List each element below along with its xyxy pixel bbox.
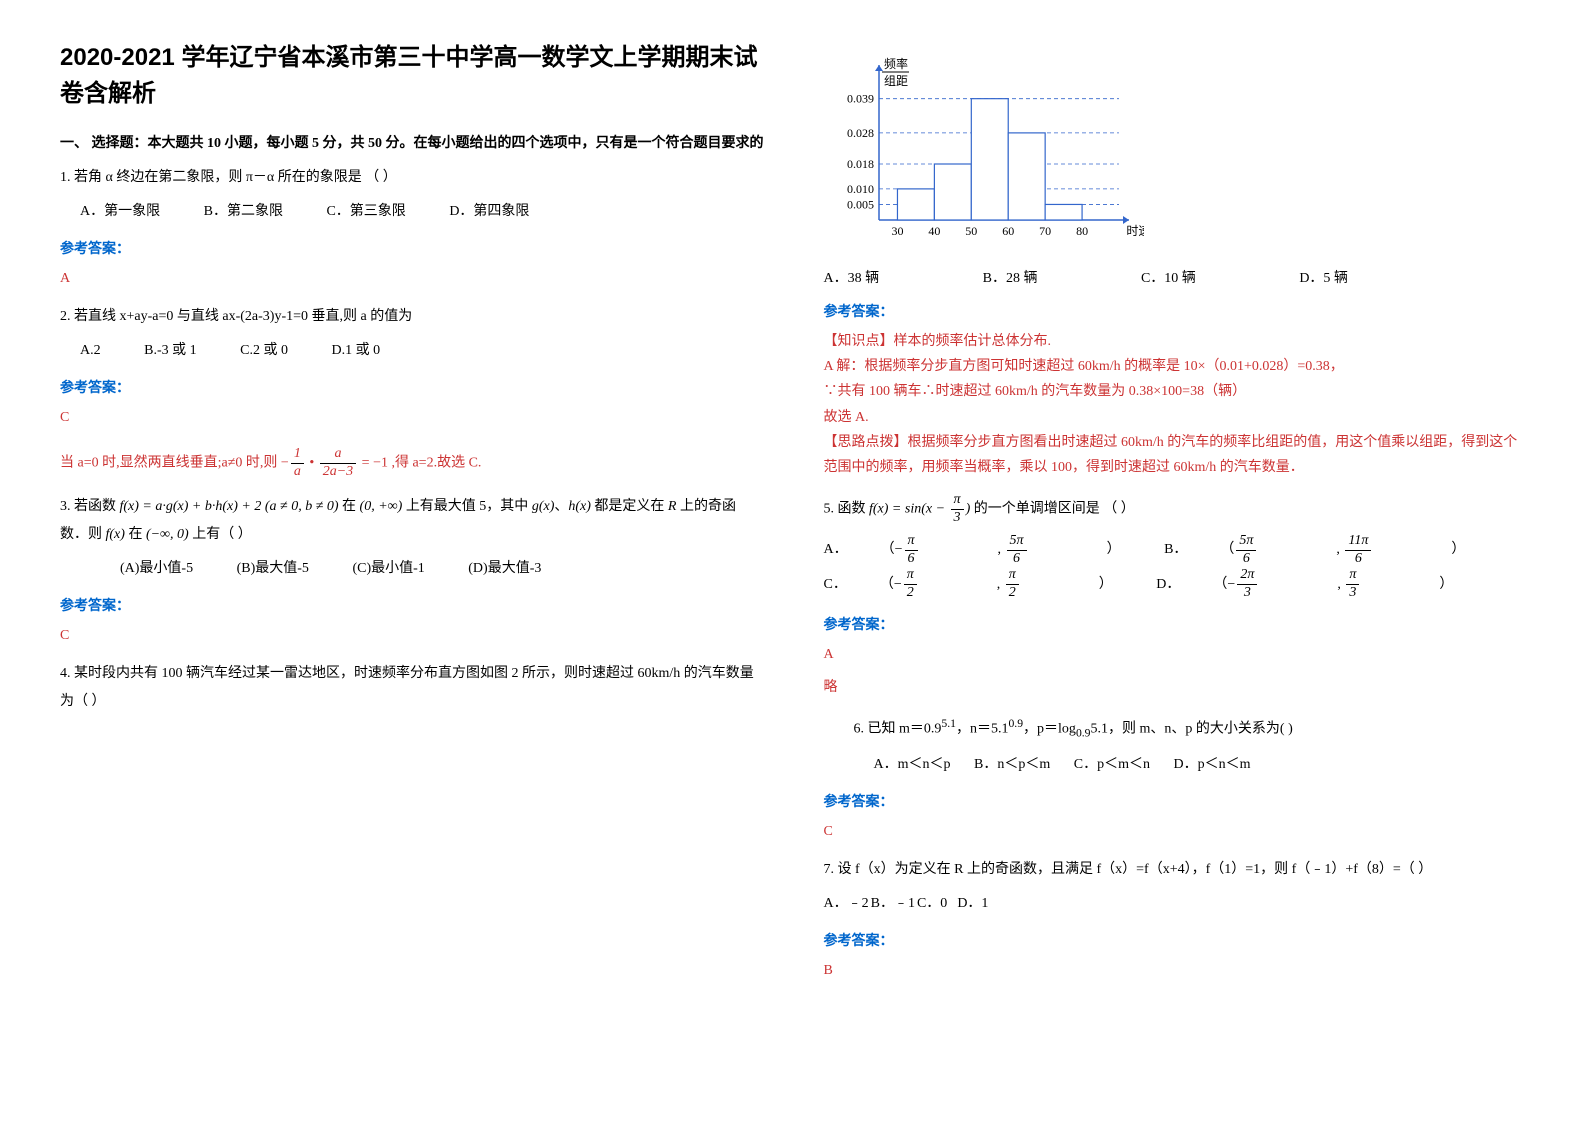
q3-options: (A)最小值-5 (B)最大值-5 (C)最小值-1 (D)最大值-3 [120,555,764,583]
q3-opt-c: (C)最小值-1 [352,561,424,576]
q4-chart: 频率组距 0.0050.010 0.018 0.028 0.039 30 40 50 60 70 8… [824,50,1528,255]
svg-text:0.005: 0.005 [847,197,874,211]
answer-label-7: 参考答案： [824,930,1528,950]
q6-options: A．m＜n＜p B．n＜p＜m C．p＜m＜n D．p＜n＜m [874,751,1528,779]
q2-options: A.2 B.-3 或 1 C.2 或 0 D.1 或 0 [80,337,764,365]
answer-label-3: 参考答案： [60,595,764,615]
ans4-thinking: 【思路点拨】根据频率分步直方图看出时速超过 60km/h 的汽车的频率比组距的值… [824,430,1528,480]
q5-opt-b: B．（5π6, 11π6） [1164,542,1465,557]
answer-5-letter: A [824,642,1528,667]
ans2-letter: C [60,405,764,430]
left-column: 2020-2021 学年辽宁省本溪市第三十中学高一数学文上学期期末试卷含解析 一… [60,40,764,991]
histogram-svg: 频率组距 0.0050.010 0.018 0.028 0.039 30 40 50 60 70 8… [824,50,1144,250]
q1-opt-c: C．第三象限 [326,204,405,219]
ans4-knowledge: 【知识点】样本的频率估计总体分布. [824,329,1528,354]
answer-1: A [60,266,764,291]
ans4-solution-3: 故选 A. [824,405,1528,430]
ans4-solution-1: A 解：根据频率分步直方图可知时速超过 60km/h 的概率是 10×（0.01… [824,354,1528,379]
q1-opt-a: A．第一象限 [80,204,160,219]
question-4: 4. 某时段内共有 100 辆汽车经过某一雷达地区，时速频率分布直方图如图 2 … [60,660,764,716]
q7-opt-a: A．﹣2 [824,896,869,911]
q7-opt-c: C．0 [917,896,947,911]
svg-text:0.028: 0.028 [847,126,874,140]
q5-stem: 5. 函数 f(x) = sin(x − π3) 的一个单调增区间是 （ ） [824,492,1528,527]
svg-text:50: 50 [965,224,977,238]
answer-label-5: 参考答案： [824,614,1528,634]
answer-2: C 当 a=0 时,显然两直线垂直;a≠0 时,则 −1a • a2a−3 = … [60,405,764,481]
question-2: 2. 若直线 x+ay-a=0 与直线 ax-(2a-3)y-1=0 垂直,则 … [60,303,764,365]
q2-opt-b: B.-3 或 1 [144,343,197,358]
svg-text:40: 40 [928,224,940,238]
svg-text:0.039: 0.039 [847,92,874,106]
q4-opt-d: D．5 辆 [1299,271,1348,286]
q6-stem: 6. 已知 m＝0.95.1，n＝5.10.9，p＝log0.95.1，则 m、… [854,712,1528,745]
q4-opt-a: A．38 辆 [824,271,880,286]
answer-label-2: 参考答案： [60,377,764,397]
q2-opt-a: A.2 [80,343,101,358]
svg-text:0.018: 0.018 [847,157,874,171]
q4-opt-c: C．10 辆 [1141,271,1196,286]
q3-opt-b: (B)最大值-5 [237,561,309,576]
q6-opt-b: B．n＜p＜m [974,757,1050,772]
q3-opt-a: (A)最小值-5 [120,561,193,576]
question-3: 3. 若函数 f(x) = a·g(x) + b·h(x) + 2 (a ≠ 0… [60,493,764,583]
answer-label-4: 参考答案： [824,301,1528,321]
svg-text:时速: 时速 [1126,224,1144,238]
q3-opt-d: (D)最大值-3 [468,561,541,576]
q6-opt-d: D．p＜n＜m [1173,757,1250,772]
answer-4: 【知识点】样本的频率估计总体分布. A 解：根据频率分步直方图可知时速超过 60… [824,329,1528,480]
q7-options: A．﹣2B．﹣1C．0 D．1 [824,890,1528,918]
svg-text:频率: 频率 [884,56,908,71]
q5-opt-c: C．（−π2, π2） [824,577,1113,592]
svg-text:0.010: 0.010 [847,182,874,196]
answer-6: C [824,819,1528,844]
q3-stem: 3. 若函数 f(x) = a·g(x) + b·h(x) + 2 (a ≠ 0… [60,493,764,549]
svg-text:80: 80 [1076,224,1088,238]
answer-label-1: 参考答案： [60,238,764,258]
answer-5-extra: 略 [824,675,1528,700]
q6-opt-c: C．p＜m＜n [1074,757,1150,772]
answer-3: C [60,623,764,648]
q2-opt-d: D.1 或 0 [331,343,380,358]
q4-opt-b: B．28 辆 [983,271,1038,286]
q7-stem: 7. 设 f（x）为定义在 R 上的奇函数，且满足 f（x）=f（x+4），f（… [824,856,1528,884]
answer-7: B [824,958,1528,983]
q2-stem: 2. 若直线 x+ay-a=0 与直线 ax-(2a-3)y-1=0 垂直,则 … [60,303,764,331]
question-5: 5. 函数 f(x) = sin(x − π3) 的一个单调增区间是 （ ） A… [824,492,1528,602]
q1-opt-d: D．第四象限 [449,204,529,219]
q4-options: A．38 辆 B．28 辆 C．10 辆 D．5 辆 [824,265,1528,293]
svg-text:60: 60 [1002,224,1014,238]
q7-opt-d: D．1 [957,896,988,911]
svg-text:30: 30 [891,224,903,238]
exam-title: 2020-2021 学年辽宁省本溪市第三十中学高一数学文上学期期末试卷含解析 [60,40,764,112]
section-1-header: 一、 选择题：本大题共 10 小题，每小题 5 分，共 50 分。在每小题给出的… [60,132,764,152]
q4-stem: 4. 某时段内共有 100 辆汽车经过某一雷达地区，时速频率分布直方图如图 2 … [60,660,764,716]
question-7: 7. 设 f（x）为定义在 R 上的奇函数，且满足 f（x）=f（x+4），f（… [824,856,1528,918]
q1-stem: 1. 若角 α 终边在第二象限，则 π－α 所在的象限是 （ ） [60,164,764,192]
q2-opt-c: C.2 或 0 [240,343,288,358]
q6-opt-a: A．m＜n＜p [874,757,951,772]
answer-label-6: 参考答案： [824,791,1528,811]
q5-opt-d: D．（−2π3, π3） [1156,577,1453,592]
q7-opt-b: B．﹣1 [871,896,915,911]
q1-options: A．第一象限 B．第二象限 C．第三象限 D．第四象限 [80,198,764,226]
q5-opt-a: A．（−π6, 5π6） [824,542,1121,557]
ans2-explanation: 当 a=0 时,显然两直线垂直;a≠0 时,则 −1a • a2a−3 = −1… [60,446,764,481]
svg-text:70: 70 [1039,224,1051,238]
q5-options: A．（−π6, 5π6） B．（5π6, 11π6） C．（−π2, π2） D… [824,533,1528,602]
svg-text:组距: 组距 [884,74,908,88]
ans4-solution-2: ∵共有 100 辆车∴时速超过 60km/h 的汽车数量为 0.38×100=3… [824,379,1528,404]
right-column: 频率组距 0.0050.010 0.018 0.028 0.039 30 40 50 60 70 8… [824,40,1528,991]
q1-opt-b: B．第二象限 [204,204,283,219]
question-1: 1. 若角 α 终边在第二象限，则 π－α 所在的象限是 （ ） A．第一象限 … [60,164,764,226]
question-6: 6. 已知 m＝0.95.1，n＝5.10.9，p＝log0.95.1，则 m、… [854,712,1528,779]
